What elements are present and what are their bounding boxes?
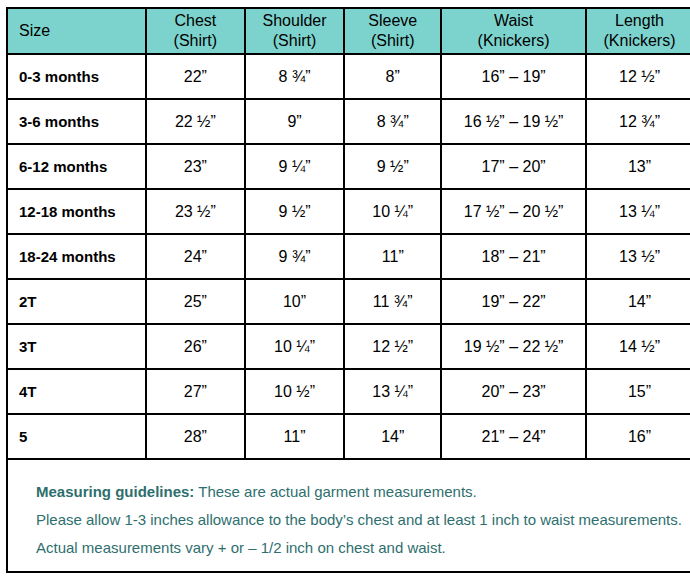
value-cell: 28” bbox=[146, 414, 245, 459]
value-cell: 12 ½” bbox=[586, 54, 690, 99]
value-cell: 9 ½” bbox=[245, 189, 345, 234]
value-cell: 27” bbox=[146, 369, 245, 414]
value-cell: 19” – 22” bbox=[441, 279, 586, 324]
header-label: Waist bbox=[442, 11, 585, 31]
value-cell: 12 ½” bbox=[344, 324, 441, 369]
table-row: 0-3 months22”8 ¾”8”16” – 19”12 ½” bbox=[7, 54, 690, 99]
value-cell: 15” bbox=[586, 369, 690, 414]
table-row: 528”11”14”21” – 24”16” bbox=[7, 414, 690, 459]
value-cell: 25” bbox=[146, 279, 245, 324]
value-cell: 24” bbox=[146, 234, 245, 279]
header-label: Shoulder bbox=[246, 11, 344, 31]
measuring-guidelines-notes: Measuring guidelines: These are actual g… bbox=[7, 459, 690, 572]
size-cell: 5 bbox=[7, 414, 146, 459]
value-cell: 10 ½” bbox=[245, 369, 345, 414]
value-cell: 14” bbox=[586, 279, 690, 324]
notes-line-2: Please allow 1-3 inches allowance to the… bbox=[36, 506, 682, 534]
table-row: 12-18 months23 ½”9 ½”10 ¼”17 ½” – 20 ½”1… bbox=[7, 189, 690, 234]
value-cell: 23” bbox=[146, 144, 245, 189]
header-cell-length: Length(Knickers) bbox=[586, 8, 690, 54]
value-cell: 8” bbox=[344, 54, 441, 99]
header-sublabel: (Shirt) bbox=[147, 31, 244, 51]
value-cell: 8 ¾” bbox=[245, 54, 345, 99]
header-label: Chest bbox=[147, 11, 244, 31]
notes-row: Measuring guidelines: These are actual g… bbox=[7, 459, 690, 572]
value-cell: 16” – 19” bbox=[441, 54, 586, 99]
value-cell: 12 ¾” bbox=[586, 99, 690, 144]
notes-heading-rest: These are actual garment measurements. bbox=[194, 483, 476, 500]
value-cell: 11” bbox=[344, 234, 441, 279]
value-cell: 14” bbox=[344, 414, 441, 459]
table-row: 6-12 months23”9 ¼”9 ½”17” – 20”13” bbox=[7, 144, 690, 189]
size-cell: 18-24 months bbox=[7, 234, 146, 279]
value-cell: 11 ¾” bbox=[344, 279, 441, 324]
size-cell: 2T bbox=[7, 279, 146, 324]
header-cell-sleeve: Sleeve(Shirt) bbox=[344, 8, 441, 54]
size-cell: 6-12 months bbox=[7, 144, 146, 189]
value-cell: 20” – 23” bbox=[441, 369, 586, 414]
header-cell-size: Size bbox=[7, 8, 146, 54]
header-sublabel: (Shirt) bbox=[345, 31, 440, 51]
table-row: 18-24 months24”9 ¾”11”18” – 21”13 ½” bbox=[7, 234, 690, 279]
value-cell: 17 ½” – 20 ½” bbox=[441, 189, 586, 234]
value-cell: 10 ¼” bbox=[344, 189, 441, 234]
size-chart: SizeChest(Shirt)Shoulder(Shirt)Sleeve(Sh… bbox=[6, 7, 690, 573]
size-chart-table: SizeChest(Shirt)Shoulder(Shirt)Sleeve(Sh… bbox=[6, 7, 690, 573]
header-label: Length bbox=[587, 11, 690, 31]
value-cell: 17” – 20” bbox=[441, 144, 586, 189]
size-cell: 3-6 months bbox=[7, 99, 146, 144]
header-label: Sleeve bbox=[345, 11, 440, 31]
size-cell: 4T bbox=[7, 369, 146, 414]
value-cell: 13 ½” bbox=[586, 234, 690, 279]
size-cell: 12-18 months bbox=[7, 189, 146, 234]
value-cell: 13” bbox=[586, 144, 690, 189]
table-row: 2T25”10”11 ¾”19” – 22”14” bbox=[7, 279, 690, 324]
size-cell: 0-3 months bbox=[7, 54, 146, 99]
value-cell: 9” bbox=[245, 99, 345, 144]
value-cell: 16” bbox=[586, 414, 690, 459]
header-sublabel: (Knickers) bbox=[442, 31, 585, 51]
value-cell: 21” – 24” bbox=[441, 414, 586, 459]
value-cell: 9 ¼” bbox=[245, 144, 345, 189]
table-row: 3-6 months22 ½”9”8 ¾”16 ½” – 19 ½”12 ¾” bbox=[7, 99, 690, 144]
table-body: 0-3 months22”8 ¾”8”16” – 19”12 ½”3-6 mon… bbox=[7, 54, 690, 459]
value-cell: 19 ½” – 22 ½” bbox=[441, 324, 586, 369]
value-cell: 22 ½” bbox=[146, 99, 245, 144]
value-cell: 14 ½” bbox=[586, 324, 690, 369]
header-sublabel: (Shirt) bbox=[246, 31, 344, 51]
table-footer: Measuring guidelines: These are actual g… bbox=[7, 459, 690, 572]
value-cell: 10 ¼” bbox=[245, 324, 345, 369]
notes-heading: Measuring guidelines: bbox=[36, 483, 194, 500]
header-sublabel: (Knickers) bbox=[587, 31, 690, 51]
value-cell: 11” bbox=[245, 414, 345, 459]
table-row: 3T26”10 ¼”12 ½”19 ½” – 22 ½”14 ½” bbox=[7, 324, 690, 369]
value-cell: 8 ¾” bbox=[344, 99, 441, 144]
value-cell: 9 ½” bbox=[344, 144, 441, 189]
header-cell-waist: Waist(Knickers) bbox=[441, 8, 586, 54]
header-cell-shoulder: Shoulder(Shirt) bbox=[245, 8, 345, 54]
table-row: 4T27”10 ½”13 ¼”20” – 23”15” bbox=[7, 369, 690, 414]
table-header: SizeChest(Shirt)Shoulder(Shirt)Sleeve(Sh… bbox=[7, 8, 690, 54]
value-cell: 26” bbox=[146, 324, 245, 369]
value-cell: 16 ½” – 19 ½” bbox=[441, 99, 586, 144]
header-row: SizeChest(Shirt)Shoulder(Shirt)Sleeve(Sh… bbox=[7, 8, 690, 54]
value-cell: 13 ¼” bbox=[344, 369, 441, 414]
notes-line-3: Actual measurements vary + or – 1/2 inch… bbox=[36, 534, 682, 562]
value-cell: 9 ¾” bbox=[245, 234, 345, 279]
value-cell: 18” – 21” bbox=[441, 234, 586, 279]
value-cell: 22” bbox=[146, 54, 245, 99]
header-cell-chest: Chest(Shirt) bbox=[146, 8, 245, 54]
notes-line-1: Measuring guidelines: These are actual g… bbox=[36, 478, 682, 506]
value-cell: 23 ½” bbox=[146, 189, 245, 234]
size-cell: 3T bbox=[7, 324, 146, 369]
value-cell: 13 ¼” bbox=[586, 189, 690, 234]
header-label: Size bbox=[19, 21, 145, 41]
value-cell: 10” bbox=[245, 279, 345, 324]
